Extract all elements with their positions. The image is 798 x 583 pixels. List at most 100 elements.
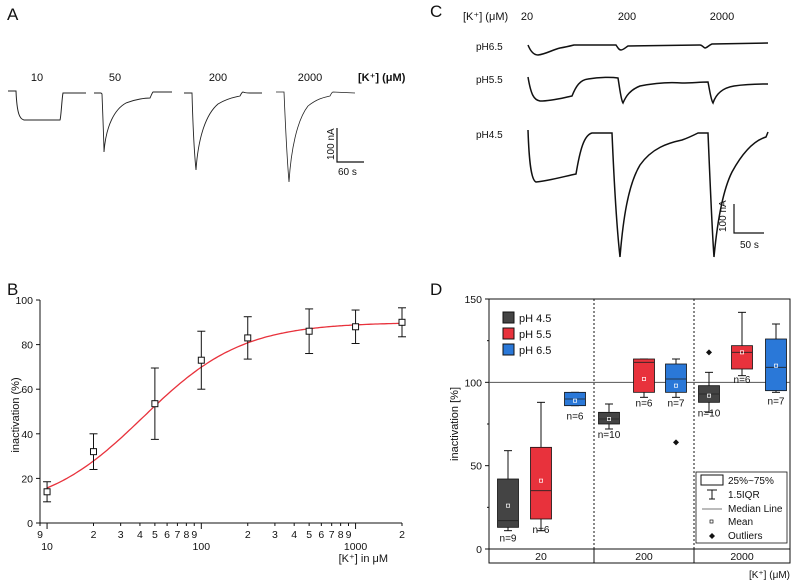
- trace-a-2000: [276, 91, 356, 183]
- b-data-point: [197, 330, 206, 390]
- trace-a-10: [8, 90, 86, 121]
- panel-a-conc-label-200: 200: [209, 72, 227, 84]
- panel-d-y-ticks: 0 50 100 150: [464, 294, 482, 556]
- b-x-major-10: 10: [41, 541, 53, 553]
- panel-d-category-row: [488, 548, 791, 564]
- b-x-major-100: 100: [193, 541, 211, 553]
- b-data-point: [43, 481, 52, 503]
- trace-a-200: [184, 91, 262, 171]
- b-x-minor-label: 2: [91, 529, 97, 541]
- scale-c-time-label: 50 s: [740, 240, 759, 251]
- legend-stat-outliers: Outliers: [728, 531, 762, 542]
- trace-ph55: [527, 76, 769, 105]
- b-marker: [89, 448, 97, 456]
- d-mean-marker: [707, 393, 711, 398]
- panel-d-ylabel: inactivation [%]: [449, 387, 461, 461]
- legend-stat-iqr: 25%~75%: [728, 476, 774, 487]
- b-x-minor-label: 6: [164, 529, 170, 541]
- panel-a-conc-unit: [K⁺] (μM): [358, 72, 406, 84]
- d-category-2000: 2000: [730, 551, 754, 563]
- panel-b-letter: B: [7, 280, 18, 299]
- scale-a-time-label: 60 s: [338, 167, 357, 178]
- d-box-ph6.5-20: n=6: [564, 391, 586, 423]
- b-x-minor-label: 7: [329, 529, 335, 541]
- panel-d: D 0 50 100 150 inactivation [%] 20 200 2…: [430, 280, 791, 581]
- d-box-body: [530, 446, 552, 520]
- d-mean-marker: [642, 377, 646, 381]
- b-x-major-1000: 1000: [344, 541, 368, 553]
- b-x-minor-label: 3: [272, 529, 278, 541]
- panel-b-x-major-labels: 10 100 1000: [41, 541, 367, 553]
- hill-fit-curve: [46, 322, 403, 489]
- b-data-point: [243, 316, 252, 360]
- b-data-point: [351, 309, 360, 344]
- d-box-body: [665, 363, 687, 393]
- panel-a-letter: A: [7, 5, 19, 24]
- legend-stat-whisker: 1.5IQR: [728, 490, 760, 501]
- panel-b-axes: [36, 299, 403, 529]
- row-label-ph45: pH4.5: [476, 130, 503, 141]
- panel-b-ylabel: inactivation (%): [10, 377, 22, 452]
- d-y-tick-0: 0: [476, 544, 482, 556]
- d-outlier: [706, 349, 712, 356]
- d-n-label: n=6: [636, 398, 653, 409]
- b-x-minor-label: 9: [191, 529, 197, 541]
- legend-label-ph65: pH 6.5: [519, 345, 551, 357]
- b-marker: [398, 318, 406, 326]
- d-n-label: n=9: [500, 533, 517, 544]
- d-legend-ph: pH 4.5 pH 5.5 pH 6.5: [502, 311, 551, 357]
- d-n-label: n=6: [734, 375, 751, 386]
- b-y-tick-60: 60: [21, 384, 33, 396]
- d-n-label: n=10: [598, 430, 621, 441]
- b-y-tick-40: 40: [21, 429, 33, 441]
- d-box-ph6.5-2000: n=7: [765, 323, 787, 408]
- b-y-tick-20: 20: [21, 473, 33, 485]
- d-mean-marker: [740, 350, 744, 355]
- panel-d-axes: [485, 298, 489, 550]
- b-x-minor-label: 7: [174, 529, 180, 541]
- d-category-200: 200: [635, 551, 653, 563]
- b-data-point: [398, 307, 406, 338]
- b-x-minor-label: 2: [245, 529, 251, 541]
- legend-label-ph45: pH 4.5: [519, 313, 551, 325]
- row-label-ph65: pH6.5: [476, 42, 503, 53]
- legend-swatch-ph65: [502, 343, 515, 356]
- d-box-ph5.5-2000: n=6: [731, 311, 753, 386]
- panel-c: C [K⁺] (μM) 20 200 2000 pH6.5 pH5.5 pH4.…: [430, 2, 769, 258]
- b-marker: [151, 400, 159, 408]
- d-category-20: 20: [535, 551, 547, 563]
- scale-c-current-label: 100 nA: [718, 200, 729, 232]
- legend-stat-mean: Mean: [728, 517, 753, 528]
- b-y-tick-80: 80: [21, 340, 33, 352]
- b-marker: [244, 334, 252, 342]
- panel-c-conc-label-2000: 2000: [710, 11, 734, 23]
- trace-ph45: [527, 129, 769, 258]
- b-marker: [305, 327, 313, 335]
- d-n-label: n=7: [668, 398, 685, 409]
- d-box-ph4.5-2000: n=10: [698, 349, 721, 419]
- panel-d-letter: D: [430, 280, 442, 299]
- b-x-minor-label: 9: [346, 529, 352, 541]
- d-y-tick-150: 150: [464, 294, 482, 306]
- b-x-minor-label: 5: [306, 529, 312, 541]
- b-data-point: [89, 433, 98, 470]
- d-mean-marker: [573, 398, 577, 403]
- legend-whisker-icon: [707, 489, 717, 500]
- d-mean-marker: [674, 383, 678, 388]
- panel-d-boxes: n=9 n=10 n=10 n=6 n=6 n=6 n=6 n=7 n=7: [497, 311, 787, 544]
- d-mean-marker: [774, 363, 778, 368]
- d-legend-stats: 25%~75% 1.5IQR Median Line Mean Outliers: [695, 471, 788, 544]
- legend-swatch-ph55: [502, 327, 515, 340]
- b-data-point: [305, 308, 314, 355]
- d-mean-marker: [539, 478, 543, 483]
- b-marker: [197, 356, 205, 364]
- scale-a-current-label: 100 nA: [326, 128, 337, 160]
- legend-swatch-ph45: [502, 311, 515, 324]
- b-x-minor-label: 2: [399, 529, 405, 541]
- trace-ph65: [527, 42, 769, 56]
- panel-b-xlabel: [K⁺] in μM: [339, 553, 388, 565]
- d-box-ph6.5-200: n=7: [665, 358, 687, 446]
- b-x-minor-label: 8: [183, 529, 189, 541]
